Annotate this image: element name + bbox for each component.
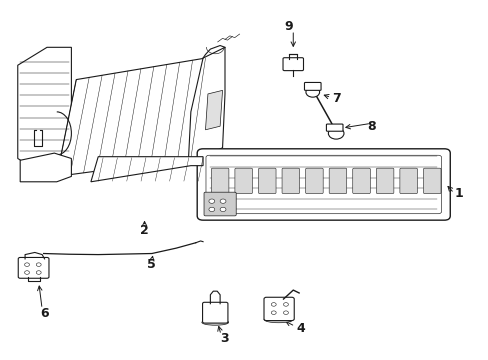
Circle shape <box>36 271 41 274</box>
Circle shape <box>328 128 343 139</box>
FancyBboxPatch shape <box>197 149 449 220</box>
FancyBboxPatch shape <box>326 124 342 131</box>
FancyBboxPatch shape <box>399 168 417 194</box>
FancyBboxPatch shape <box>376 168 393 194</box>
Circle shape <box>271 303 276 306</box>
Polygon shape <box>20 153 71 182</box>
Circle shape <box>220 199 225 203</box>
Text: 4: 4 <box>296 321 305 334</box>
Polygon shape <box>205 90 222 130</box>
FancyBboxPatch shape <box>305 168 323 194</box>
FancyBboxPatch shape <box>264 297 294 320</box>
Circle shape <box>36 263 41 266</box>
FancyBboxPatch shape <box>258 168 275 194</box>
FancyBboxPatch shape <box>203 192 236 216</box>
Circle shape <box>24 271 29 274</box>
FancyBboxPatch shape <box>328 168 346 194</box>
Polygon shape <box>18 47 71 176</box>
Circle shape <box>283 311 288 315</box>
Circle shape <box>283 303 288 306</box>
FancyBboxPatch shape <box>352 168 369 194</box>
Text: 9: 9 <box>284 20 292 33</box>
Circle shape <box>305 87 319 97</box>
Circle shape <box>220 207 225 212</box>
Circle shape <box>208 199 214 203</box>
Text: 5: 5 <box>146 258 155 271</box>
FancyBboxPatch shape <box>304 82 321 90</box>
Ellipse shape <box>202 319 228 325</box>
Text: 8: 8 <box>366 120 375 133</box>
Circle shape <box>24 263 29 266</box>
FancyBboxPatch shape <box>283 58 303 71</box>
FancyBboxPatch shape <box>202 302 227 323</box>
Text: 2: 2 <box>140 224 149 238</box>
Text: 3: 3 <box>220 332 229 345</box>
FancyBboxPatch shape <box>423 168 440 194</box>
Text: 6: 6 <box>40 307 49 320</box>
Circle shape <box>208 207 214 212</box>
Circle shape <box>271 311 276 315</box>
FancyBboxPatch shape <box>234 168 252 194</box>
Polygon shape <box>91 157 203 182</box>
Polygon shape <box>57 58 217 176</box>
Text: 7: 7 <box>331 93 340 105</box>
Text: 1: 1 <box>454 187 463 200</box>
Polygon shape <box>188 47 224 160</box>
FancyBboxPatch shape <box>211 168 228 194</box>
FancyBboxPatch shape <box>18 257 49 278</box>
Ellipse shape <box>264 316 293 323</box>
FancyBboxPatch shape <box>282 168 299 194</box>
